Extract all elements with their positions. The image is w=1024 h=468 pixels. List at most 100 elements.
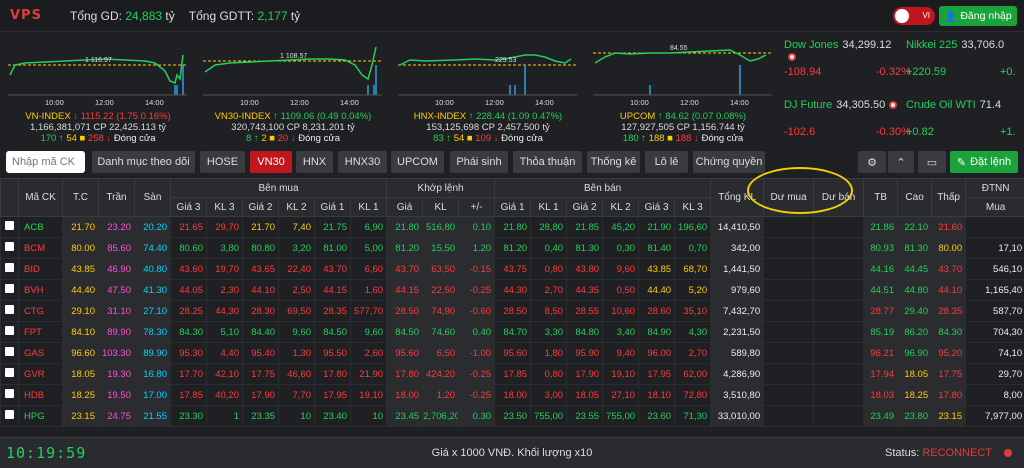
header-foreign-buy[interactable]: Mua xyxy=(965,197,1024,217)
tab-lô-lẻ[interactable]: Lô lẻ xyxy=(645,151,688,173)
row-checkbox[interactable] xyxy=(0,216,19,238)
index-card-hnx-index[interactable]: 229.53 10:00 12:00 14:00 HNX-INDEX ↑ 228.44 … xyxy=(395,33,581,148)
index-title: VN-INDEX ↓ 1115.22 (1.75 0.16%) xyxy=(25,111,171,122)
subheader-11[interactable]: Giá 2 xyxy=(566,197,604,217)
cell: 3,30 xyxy=(530,321,568,343)
settings-button[interactable]: ⚙ xyxy=(858,151,886,173)
subheader-4[interactable]: Giá 1 xyxy=(314,197,351,217)
subheader-5[interactable]: KL 1 xyxy=(349,197,388,217)
total-volume: 33,010,00 xyxy=(710,405,765,427)
subheader-14[interactable]: KL 3 xyxy=(674,197,712,217)
symbol-cell[interactable]: BID xyxy=(18,258,63,280)
tab-upcom[interactable]: UPCOM xyxy=(391,151,444,173)
header-ceil[interactable]: Trần xyxy=(98,178,135,217)
cell: 17.75 xyxy=(242,363,279,385)
symbol-cell[interactable]: FPT xyxy=(18,321,63,343)
symbol-cell[interactable]: CTG xyxy=(18,300,63,322)
cell xyxy=(763,321,815,343)
subheader-8[interactable]: +/- xyxy=(458,197,496,217)
login-button[interactable]: 👤 Đăng nhập xyxy=(939,6,1017,26)
subheader-13[interactable]: Giá 3 xyxy=(638,197,676,217)
clock-icon xyxy=(788,53,796,61)
row-checkbox[interactable] xyxy=(0,300,19,322)
subheader-7[interactable]: KL xyxy=(422,197,460,217)
symbol-cell[interactable]: BCM xyxy=(18,237,63,259)
table-row[interactable]: FPT 84.10 89.90 78.30 84.30 5,10 84.40 9,60 84.5… xyxy=(0,321,1024,343)
table-row[interactable]: GAS 96.60 103.30 89.90 95.30 4,40 95.40 1,30 95.… xyxy=(0,342,1024,364)
match-price: 84.50 xyxy=(386,321,424,343)
subheader-2[interactable]: Giá 2 xyxy=(242,197,279,217)
row-checkbox[interactable] xyxy=(0,342,19,364)
header-total-vol[interactable]: Tổng KL xyxy=(710,178,765,217)
tab-danh-mục-theo-dõi[interactable]: Danh mục theo dõi xyxy=(92,151,195,173)
ref-price: 18.25 xyxy=(62,384,99,406)
subheader-3[interactable]: KL 2 xyxy=(278,197,315,217)
index-line xyxy=(9,54,184,85)
tab-vn30[interactable]: VN30 xyxy=(250,151,292,173)
world-item-djfuture[interactable]: DJ Future 34,305.50 xyxy=(784,99,902,127)
symbol-cell[interactable]: BVH xyxy=(18,279,63,301)
header-avg[interactable]: TB xyxy=(863,178,899,217)
table-row[interactable]: BID 43.85 46.90 40.80 43.60 19,70 43.65 22,40 43… xyxy=(0,258,1024,280)
cell: 0,70 xyxy=(674,237,712,259)
world-item-nikkei[interactable]: Nikkei 225 33,706.0 xyxy=(906,39,1005,51)
table-row[interactable]: HDB 18.25 19.50 17.00 17.85 40,20 17.90 7,70 17.… xyxy=(0,384,1024,406)
cell: 17.85 xyxy=(494,363,532,385)
header-bid-surplus[interactable]: Dư mua xyxy=(763,178,815,217)
symbol-cell[interactable]: ACB xyxy=(18,216,63,238)
floor-price: 16.80 xyxy=(134,363,171,385)
table-row[interactable]: BVH 44.40 47.50 41.30 44.05 2,30 44.10 2,50 44.1… xyxy=(0,279,1024,301)
language-toggle[interactable]: VI xyxy=(893,7,935,25)
world-item-crudeoil[interactable]: Crude Oil WTI 71.4 xyxy=(906,99,1002,111)
header-symbol[interactable]: Mã CK xyxy=(18,178,63,217)
subheader-12[interactable]: KL 2 xyxy=(602,197,640,217)
row-checkbox[interactable] xyxy=(0,384,19,406)
world-item-dowjones[interactable]: Dow Jones 34,299.12 xyxy=(784,39,902,67)
subheader-9[interactable]: Giá 1 xyxy=(494,197,532,217)
table-row[interactable]: HPG 23.15 24.75 21.55 23.30 1 23.35 10 23.40 10 23… xyxy=(0,405,1024,427)
tab-chứng-quyền[interactable]: Chứng quyền xyxy=(693,151,765,173)
symbol-cell[interactable]: HPG xyxy=(18,405,63,427)
tab-phái-sinh[interactable]: Phái sinh xyxy=(450,151,508,173)
logo[interactable]: VPS xyxy=(10,7,42,23)
header-low[interactable]: Thấp xyxy=(931,178,967,217)
index-card-vn30-index[interactable]: 1 108.57 10:00 12:00 14:00 VN30-INDEX ↑ 1109… xyxy=(200,33,386,148)
row-checkbox[interactable] xyxy=(0,321,19,343)
index-card-upcom[interactable]: 84.55 10:00 12:00 14:00 UPCOM ↑ 84.62 (0.07 … xyxy=(590,33,776,148)
table-row[interactable]: GVR 18.05 19.30 16.80 17.70 42,10 17.75 46,60 17… xyxy=(0,363,1024,385)
row-checkbox[interactable] xyxy=(0,258,19,280)
header-floor[interactable]: Sàn xyxy=(134,178,171,217)
collapse-button[interactable]: ⌃ xyxy=(888,151,914,173)
cell: 95.30 xyxy=(170,342,207,364)
subheader-1[interactable]: KL 3 xyxy=(206,197,243,217)
cell: 44.40 xyxy=(638,279,676,301)
subheader-6[interactable]: Giá xyxy=(386,197,424,217)
header-ref[interactable]: T.C xyxy=(62,178,99,217)
subheader-0[interactable]: Giá 3 xyxy=(170,197,207,217)
header-ask-surplus[interactable]: Dư bán xyxy=(813,178,865,217)
table-row[interactable]: CTG 29.10 31.10 27.10 28.25 44,30 28.30 69,50 28… xyxy=(0,300,1024,322)
ref-price: 44.40 xyxy=(62,279,99,301)
tab-hnx[interactable]: HNX xyxy=(296,151,333,173)
table-row[interactable]: BCM 80.00 85.60 74.40 80.60 3,80 80.80 3,20 81.0… xyxy=(0,237,1024,259)
row-checkbox[interactable] xyxy=(0,279,19,301)
subheader-10[interactable]: KL 1 xyxy=(530,197,568,217)
tab-thống-kê[interactable]: Thống kê xyxy=(587,151,640,173)
symbol-search-input[interactable] xyxy=(6,151,85,173)
symbol-cell[interactable]: GAS xyxy=(18,342,63,364)
cell xyxy=(813,342,865,364)
index-card-vn-index[interactable]: 1 116.97 10:00 12:00 14:00 VN-INDEX ↓ 1115.2… xyxy=(5,33,191,148)
header-high[interactable]: Cao xyxy=(897,178,933,217)
tab-thỏa-thuận[interactable]: Thỏa thuận xyxy=(513,151,582,173)
row-checkbox[interactable] xyxy=(0,363,19,385)
table-row[interactable]: ACB 21.70 23.20 20.20 21.65 29,70 21.70 7,40 21.… xyxy=(0,216,1024,238)
place-order-button[interactable]: ✎ Đặt lệnh xyxy=(950,151,1018,173)
screen-mode-button[interactable]: ▭ xyxy=(918,151,946,173)
cell: 9,60 xyxy=(602,258,640,280)
tab-hnx30[interactable]: HNX30 xyxy=(338,151,387,173)
row-checkbox[interactable] xyxy=(0,237,19,259)
symbol-cell[interactable]: HDB xyxy=(18,384,63,406)
symbol-cell[interactable]: GVR xyxy=(18,363,63,385)
tab-hose[interactable]: HOSE xyxy=(200,151,245,173)
row-checkbox[interactable] xyxy=(0,405,19,427)
